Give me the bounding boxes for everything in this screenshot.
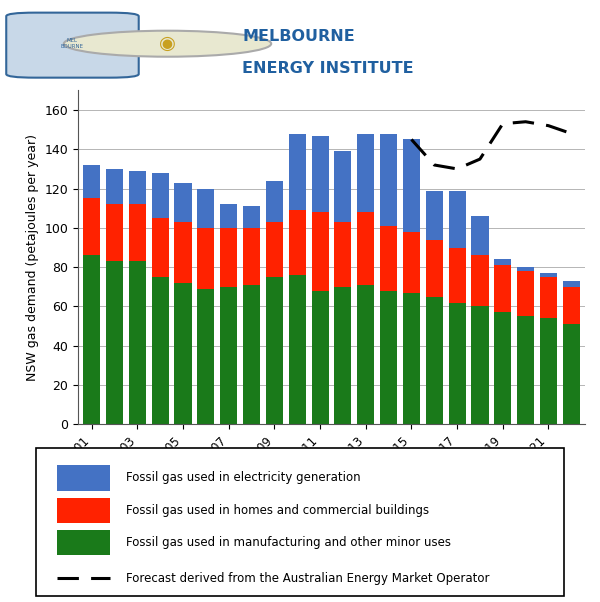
Bar (129, 171, 146, 204)
Bar (334, 287, 352, 424)
Text: Fossil gas used in electricity generation: Fossil gas used in electricity generatio… (126, 471, 361, 485)
Bar (334, 222, 352, 287)
Bar (426, 297, 443, 424)
Bar (472, 255, 488, 306)
Bar (380, 226, 397, 291)
Bar (243, 206, 260, 228)
Text: ENERGY INSTITUTE: ENERGY INSTITUTE (242, 61, 414, 76)
Bar (83, 199, 100, 255)
Bar (540, 273, 557, 277)
Bar (289, 134, 306, 210)
Bar (311, 291, 329, 424)
Bar (563, 281, 580, 287)
Bar (494, 312, 511, 424)
Bar (357, 134, 374, 212)
Bar (449, 247, 466, 303)
Bar (449, 303, 466, 424)
Bar (311, 212, 329, 291)
Bar (449, 190, 466, 247)
Bar (243, 228, 260, 285)
Bar (175, 182, 191, 222)
Bar (403, 293, 420, 424)
Text: ◉: ◉ (159, 34, 176, 53)
Text: MEL
BOURNE: MEL BOURNE (61, 39, 84, 49)
Bar (380, 134, 397, 226)
Bar (266, 277, 283, 424)
Bar (129, 261, 146, 424)
Bar (289, 210, 306, 275)
Bar (266, 222, 283, 277)
Y-axis label: NSW gas demand (petajoules per year): NSW gas demand (petajoules per year) (26, 134, 39, 381)
Bar (106, 169, 123, 204)
Bar (517, 271, 534, 316)
Bar (197, 228, 214, 289)
Bar (380, 291, 397, 424)
Bar (540, 318, 557, 424)
Bar (220, 287, 237, 424)
Bar (311, 135, 329, 212)
Bar (152, 277, 169, 424)
FancyBboxPatch shape (57, 465, 110, 491)
Bar (129, 204, 146, 261)
Bar (243, 285, 260, 424)
Text: Fossil gas used in manufacturing and other minor uses: Fossil gas used in manufacturing and oth… (126, 536, 451, 550)
Bar (106, 261, 123, 424)
Bar (403, 232, 420, 293)
Bar (220, 204, 237, 228)
Bar (197, 188, 214, 228)
Circle shape (64, 31, 271, 57)
X-axis label: Australian financial year ending 30 June: Australian financial year ending 30 June (175, 485, 488, 499)
FancyBboxPatch shape (36, 448, 564, 596)
Bar (266, 181, 283, 222)
Text: Fossil gas used in homes and commercial buildings: Fossil gas used in homes and commercial … (126, 504, 429, 517)
Bar (563, 287, 580, 324)
Bar (563, 324, 580, 424)
Bar (334, 151, 352, 222)
Bar (197, 289, 214, 424)
Bar (472, 306, 488, 424)
Text: Forecast derived from the Australian Energy Market Operator: Forecast derived from the Australian Ene… (126, 572, 489, 585)
Bar (426, 190, 443, 240)
Bar (494, 265, 511, 312)
Bar (517, 267, 534, 271)
Bar (106, 204, 123, 261)
FancyBboxPatch shape (6, 13, 139, 78)
Bar (83, 165, 100, 199)
Bar (175, 283, 191, 424)
Bar (426, 240, 443, 297)
Bar (83, 255, 100, 424)
Bar (517, 316, 534, 424)
Bar (357, 212, 374, 285)
Bar (175, 222, 191, 283)
Bar (357, 285, 374, 424)
Text: MELBOURNE: MELBOURNE (242, 29, 355, 45)
Bar (540, 277, 557, 318)
Bar (472, 216, 488, 255)
Bar (494, 259, 511, 265)
Bar (152, 218, 169, 277)
FancyBboxPatch shape (57, 530, 110, 556)
Bar (152, 173, 169, 218)
FancyBboxPatch shape (57, 498, 110, 523)
Bar (403, 140, 420, 232)
Bar (289, 275, 306, 424)
Bar (220, 228, 237, 287)
